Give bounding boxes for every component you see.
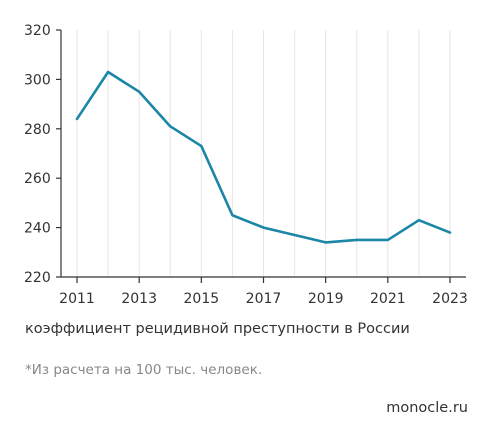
y-tick-label: 320: [24, 23, 51, 39]
y-tick-label: 280: [24, 122, 51, 138]
x-tick-label: 2019: [308, 291, 344, 307]
y-tick-label: 260: [24, 171, 51, 187]
y-tick-label: 240: [24, 221, 51, 237]
grid-lines: [76, 30, 451, 277]
x-tick-label: 2015: [184, 291, 220, 307]
series-layer: [75, 70, 452, 244]
x-tick-label: 2013: [121, 291, 157, 307]
series-line-0: [75, 70, 452, 244]
x-tick-label: 2023: [432, 291, 468, 307]
y-tick-label: 220: [24, 270, 51, 286]
y-tick-label: 300: [24, 72, 51, 88]
source-label: monocle.ru: [386, 400, 468, 416]
x-tick-labels: 2011 2013 2015 2017 2019 2021 2023: [59, 291, 468, 307]
axes: [56, 29, 466, 283]
x-tick-label: 2021: [370, 291, 406, 307]
y-tick-labels: 220 240 260 280 300 320: [24, 23, 51, 286]
x-tick-label: 2011: [59, 291, 95, 307]
x-tick-label: 2017: [246, 291, 282, 307]
chart-footnote: *Из расчета на 100 тыс. человек.: [25, 362, 263, 378]
chart-caption: коэффициент рецидивной преступности в Ро…: [25, 321, 410, 337]
